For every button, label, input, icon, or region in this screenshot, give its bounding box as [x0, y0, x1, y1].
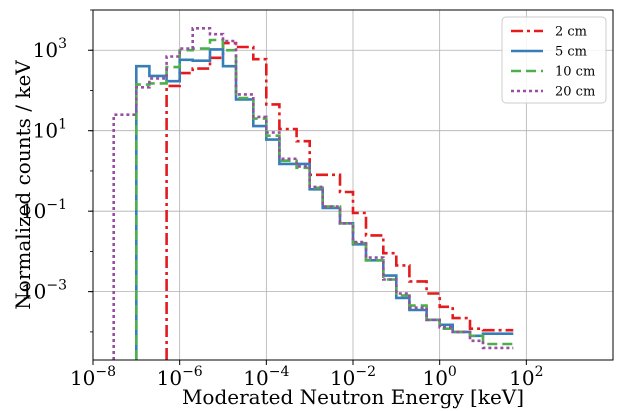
- x-tick-label: 102: [509, 364, 543, 390]
- series-line-2-cm: [165, 41, 514, 360]
- x-tick-label: 10−6: [157, 364, 203, 390]
- x-tick-exponent: −8: [95, 364, 116, 380]
- legend-label: 10 cm: [555, 65, 595, 80]
- x-tick-exponent: −4: [269, 364, 290, 380]
- y-tick-label: 101: [33, 117, 67, 143]
- x-tick-label: 10−4: [243, 364, 289, 390]
- x-axis-label: Moderated Neutron Energy [keV]: [182, 385, 524, 409]
- x-tick-base: 10: [243, 366, 268, 390]
- x-tick-base: 10: [422, 366, 447, 390]
- y-tick-exponent: −3: [46, 278, 67, 294]
- plot-area: [112, 27, 514, 360]
- x-tick-label: 10−8: [70, 364, 116, 390]
- x-tick-exponent: 2: [535, 364, 544, 380]
- x-tick-exponent: −6: [182, 364, 203, 380]
- y-tick-exponent: 3: [58, 36, 67, 52]
- y-tick-label: 10−3: [21, 278, 67, 304]
- y-tick-base: 10: [33, 38, 58, 62]
- legend-label: 5 cm: [555, 45, 587, 60]
- legend-label: 20 cm: [555, 85, 595, 100]
- x-tick-base: 10: [330, 366, 355, 390]
- legend: 2 cm 5 cm 10 cm 20 cm: [501, 16, 607, 104]
- x-tick-label: 10−2: [330, 364, 376, 390]
- x-tick-exponent: 0: [448, 364, 457, 380]
- legend-label: 2 cm: [555, 25, 587, 40]
- y-tick-base: 10: [21, 199, 46, 223]
- y-tick-exponent: 1: [58, 117, 67, 133]
- x-tick-label: 100: [422, 364, 456, 390]
- y-tick-label: 103: [33, 36, 67, 62]
- x-tick-exponent: −2: [355, 364, 376, 380]
- series-line-20-cm: [112, 27, 514, 360]
- legend-box: [501, 16, 607, 104]
- x-tick-base: 10: [157, 366, 182, 390]
- y-tick-label: 10−1: [21, 197, 67, 223]
- y-tick-base: 10: [33, 119, 58, 143]
- x-tick-base: 10: [70, 366, 95, 390]
- x-tick-base: 10: [509, 366, 534, 390]
- y-tick-exponent: −1: [46, 197, 67, 213]
- y-tick-base: 10: [21, 280, 46, 304]
- y-axis-label: Normalized counts / keV: [11, 60, 35, 310]
